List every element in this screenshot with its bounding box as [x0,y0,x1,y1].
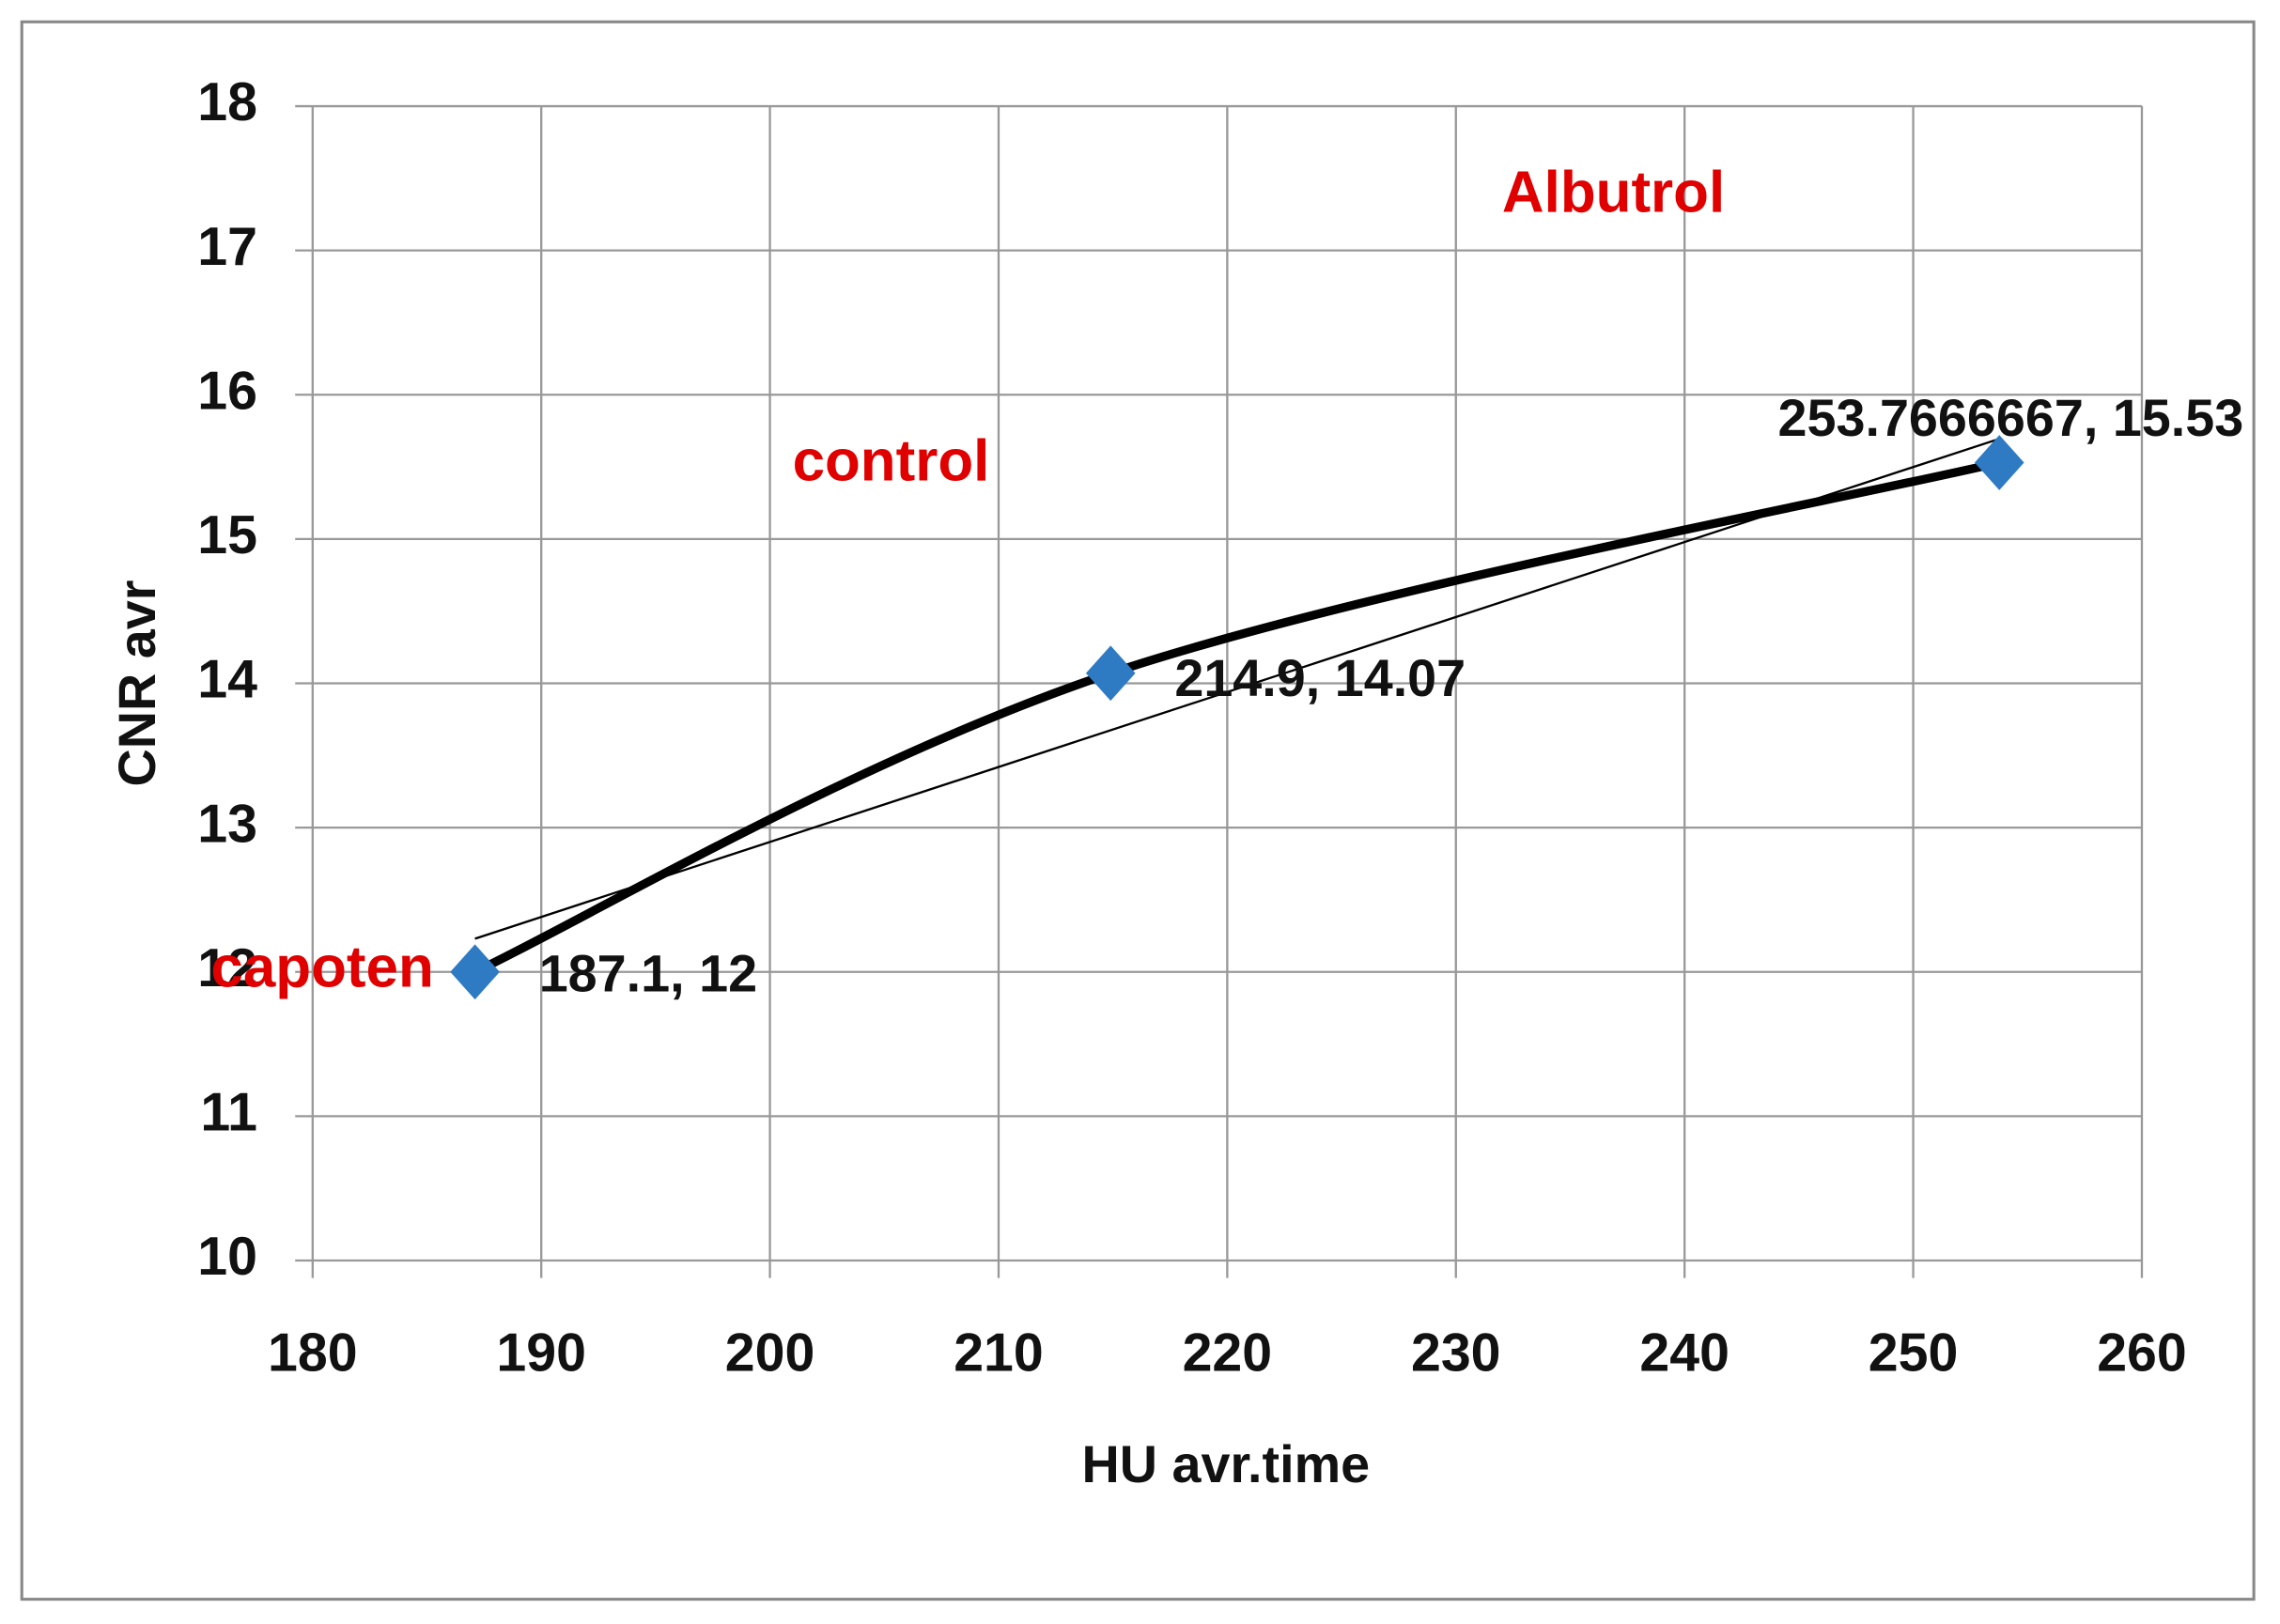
series-line [473,457,2001,976]
y-tick-label: 18 [197,72,257,132]
y-tick-label: 15 [197,505,257,565]
chart-border [20,20,2256,1601]
x-tick-label: 180 [268,1322,358,1383]
annotation: control [793,429,990,494]
y-tick-label: 10 [197,1227,257,1287]
y-tick-label: 13 [197,794,257,854]
data-label: 187.1, 12 [539,945,757,1003]
x-tick-label: 230 [1411,1322,1501,1383]
annotation: Albutrol [1502,160,1725,224]
x-tick-label: 200 [725,1322,815,1383]
y-tick-label: 11 [200,1083,257,1143]
y-tick-label: 14 [197,650,257,710]
marker [450,944,500,1000]
data-label: 214.9, 14.07 [1174,649,1466,707]
annotation: capoten [210,935,433,999]
x-axis-title: HU avr.time [1082,1435,1371,1493]
trendline [474,438,2000,940]
y-tick-label: 16 [197,361,257,421]
x-tick-label: 250 [1869,1322,1959,1383]
y-axis-title: CNR avr [108,580,166,787]
x-tick-label: 210 [954,1322,1044,1383]
x-tick-label: 240 [1639,1322,1729,1383]
x-tick-label: 260 [2097,1322,2187,1383]
data-label: 253.7666667, 15.53 [1778,389,2244,447]
y-tick-label: 17 [197,217,257,277]
x-tick-label: 190 [496,1322,586,1383]
y-tick-label: 12 [197,938,257,998]
x-tick-label: 220 [1183,1322,1273,1383]
